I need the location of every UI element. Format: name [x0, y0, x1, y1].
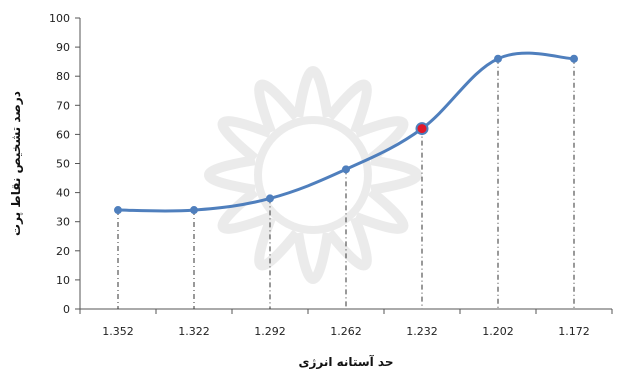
watermark-petal: [370, 155, 423, 195]
data-point: [190, 206, 198, 215]
watermark-petal: [254, 79, 301, 134]
drop-lines: [117, 58, 575, 309]
x-tick-label: 1.292: [254, 325, 286, 338]
watermark-petal: [254, 216, 301, 271]
data-point: [494, 54, 502, 63]
x-axis-ticks: 1.352 1.322 1.292 1.262 1.232 1.202 1.172: [79, 309, 613, 338]
data-point: [114, 206, 122, 215]
y-tick-label: 40: [56, 187, 70, 200]
y-tick-label: 20: [56, 245, 70, 258]
watermark-petal: [293, 65, 333, 118]
y-tick-label: 0: [63, 303, 70, 316]
highlighted-data-point: [415, 122, 429, 136]
x-tick-label: 1.262: [330, 325, 362, 338]
y-tick-label: 90: [56, 41, 70, 54]
y-tick-label: 10: [56, 274, 70, 287]
watermark-petal: [217, 116, 272, 163]
x-tick-label: 1.172: [558, 325, 590, 338]
y-tick-label: 80: [56, 70, 70, 83]
y-tick-label: 100: [49, 12, 70, 25]
data-point: [342, 165, 350, 174]
watermark-petal: [325, 79, 372, 134]
watermark-petal: [293, 232, 333, 285]
watermark-petal: [325, 216, 372, 271]
x-tick-label: 1.352: [102, 325, 134, 338]
y-tick-label: 70: [56, 99, 70, 112]
y-axis-ticks: 0 10 20 30 40 50 60 70 80 90 100: [49, 12, 80, 316]
watermark-ornament: [203, 65, 423, 285]
y-tick-label: 50: [56, 158, 70, 171]
x-axis-title: حد آستانه انرژی: [298, 354, 393, 369]
watermark-petal: [354, 116, 409, 163]
y-tick-label: 60: [56, 128, 70, 141]
x-tick-label: 1.202: [482, 325, 514, 338]
data-point: [266, 194, 274, 203]
watermark-petal: [203, 155, 256, 195]
series-line-group: [114, 51, 578, 215]
y-tick-label: 30: [56, 216, 70, 229]
data-point: [570, 54, 578, 63]
watermark-ring: [254, 116, 372, 234]
watermark-petal: [354, 187, 409, 234]
x-tick-label: 1.322: [178, 325, 210, 338]
watermark-petal: [217, 187, 272, 234]
x-tick-label: 1.232: [406, 325, 438, 338]
y-axis-title: درصد تشخیص نقاط پرت: [9, 91, 23, 236]
